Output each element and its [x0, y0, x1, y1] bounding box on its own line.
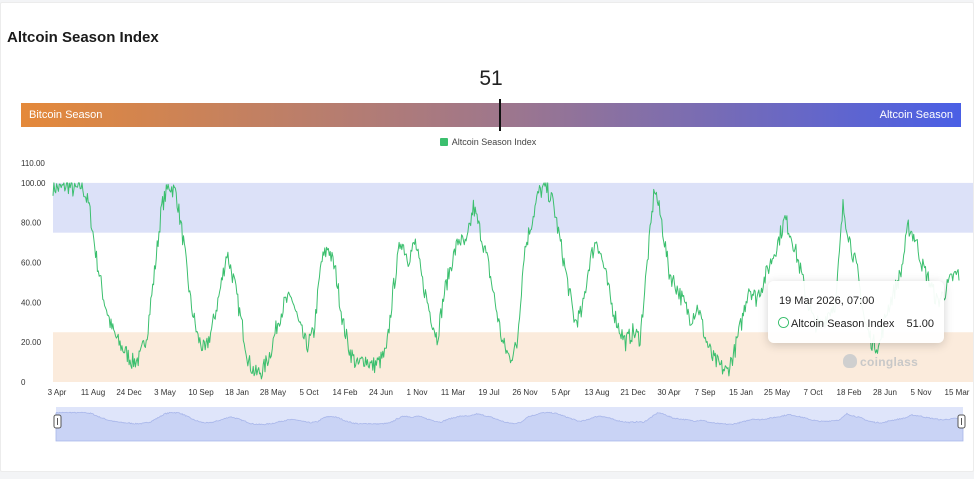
gauge-needle — [499, 99, 502, 131]
altcoin-season-label: Altcoin Season — [879, 109, 953, 121]
tooltip-row: Altcoin Season Index 51.00 — [779, 318, 934, 330]
x-tick-label: 19 Jul — [478, 388, 500, 397]
tooltip-date: 19 Mar 2026, 07:00 — [779, 295, 875, 307]
altcoin-season-band — [53, 182, 973, 233]
y-tick-label: 100.00 — [21, 179, 46, 188]
legend-label: Altcoin Season Index — [451, 137, 537, 147]
watermark-text: coinglass — [860, 355, 919, 369]
navigator-series-area — [55, 411, 964, 442]
x-tick-label: 5 Oct — [299, 388, 319, 397]
x-tick-label: 10 Sep — [188, 388, 214, 397]
bitcoin-season-label: Bitcoin Season — [29, 109, 103, 121]
x-tick-label: 1 Nov — [407, 388, 428, 397]
gauge-value: 51 — [479, 67, 503, 90]
coinglass-watermark: coinglass — [843, 354, 918, 369]
x-tick-label: 15 Mar — [945, 388, 970, 397]
x-tick-label: 3 May — [154, 388, 176, 397]
x-tick-label: 11 Mar — [441, 388, 466, 397]
y-tick-label: 60.00 — [21, 259, 42, 268]
chart-legend[interactable]: Altcoin Season Index — [1, 137, 973, 147]
chart-tooltip: 19 Mar 2026, 07:00 Altcoin Season Index … — [768, 281, 944, 343]
page-title: Altcoin Season Index — [7, 29, 159, 46]
x-tick-label: 7 Oct — [803, 388, 823, 397]
x-tick-label: 24 Dec — [116, 388, 141, 397]
x-tick-label: 5 Nov — [911, 388, 932, 397]
x-tick-label: 30 Apr — [657, 388, 680, 397]
y-tick-label: 0 — [21, 378, 26, 387]
y-tick-label: 40.00 — [21, 298, 42, 307]
x-tick-label: 18 Feb — [837, 388, 862, 397]
y-tick-label: 20.00 — [21, 338, 42, 347]
x-tick-label: 18 Jan — [225, 388, 249, 397]
x-tick-label: 28 Jun — [873, 388, 897, 397]
y-tick-label: 110.00 — [21, 159, 45, 168]
x-tick-label: 14 Feb — [333, 388, 358, 397]
tooltip-series-name: Altcoin Season Index — [791, 318, 895, 330]
x-tick-label: 28 May — [260, 388, 286, 397]
coinglass-logo-icon — [843, 354, 857, 368]
x-tick-label: 26 Nov — [512, 388, 537, 397]
y-tick-label: 80.00 — [21, 219, 42, 228]
x-tick-label: 15 Jan — [729, 388, 753, 397]
x-tick-label: 21 Dec — [620, 388, 645, 397]
legend-swatch-icon — [439, 138, 448, 146]
x-tick-label: 24 Jun — [369, 388, 393, 397]
x-tick-label: 3 Apr — [48, 388, 67, 397]
x-tick-label: 11 Aug — [81, 388, 105, 397]
series-dot-icon — [779, 318, 788, 327]
x-tick-label: 25 May — [764, 388, 790, 397]
x-tick-label: 7 Sep — [695, 388, 716, 397]
x-tick-label: 13 Aug — [585, 388, 610, 397]
season-gauge-bar: Bitcoin Season Altcoin Season — [21, 99, 961, 131]
line-chart[interactable]: 0 20.00 40.00 60.00 80.00 100.00 110.00 3 Apr 11… — [1, 3, 973, 471]
tooltip-value: 51.00 — [906, 318, 934, 330]
x-tick-label: 5 Apr — [552, 388, 571, 397]
